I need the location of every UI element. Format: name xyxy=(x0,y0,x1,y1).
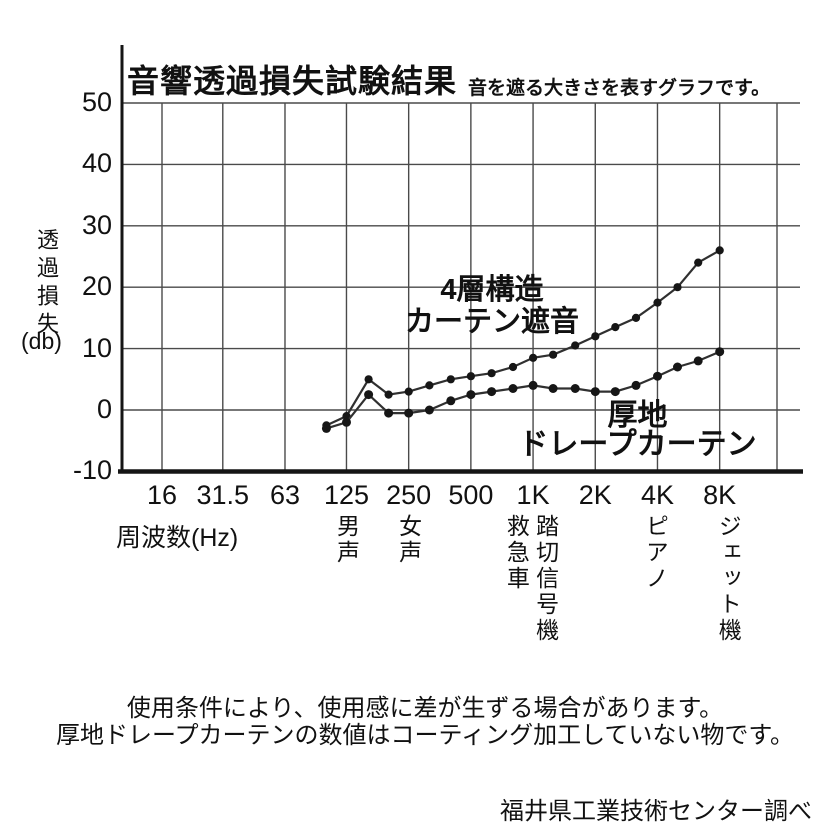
sound-annotation-label: ピアノ xyxy=(642,514,669,592)
footnote-line1: 使用条件により、使用感に差が生ずる場合があります。 xyxy=(126,695,724,722)
data-point-drape xyxy=(715,347,725,357)
footnotes: 使用条件により、使用感に差が生ずる場合があります。 厚地ドレープカーテンの数値は… xyxy=(20,695,830,749)
data-point-four-layer xyxy=(508,362,518,372)
data-point-four-layer xyxy=(529,353,538,362)
y-axis-unit-label: (db) xyxy=(21,328,62,354)
data-point-drape xyxy=(466,390,476,400)
data-point-drape xyxy=(508,384,518,393)
data-point-four-layer xyxy=(364,375,373,384)
series-label-drape-line1: 厚地 xyxy=(607,399,668,432)
y-tick-label: -10 xyxy=(72,455,112,486)
data-point-four-layer xyxy=(549,350,558,359)
data-point-drape xyxy=(548,384,558,393)
data-point-four-layer xyxy=(673,283,682,292)
x-tick-label: 8K xyxy=(703,480,737,510)
chart-subtitle: 音を遮る大きさを表すグラフです。 xyxy=(468,78,771,99)
chart-title: 音響透過損失試験結果 xyxy=(127,63,458,99)
data-point-four-layer xyxy=(384,390,393,399)
sound-annotation-label: ジェット機 xyxy=(715,514,742,644)
data-point-drape xyxy=(570,384,580,393)
data-point-drape xyxy=(653,371,662,381)
data-point-drape xyxy=(610,387,620,397)
data-point-four-layer xyxy=(653,298,662,307)
series-label-drape: 厚地 ドレープカーテン xyxy=(510,399,765,461)
x-tick-label: 63 xyxy=(269,480,300,510)
y-tick-label: 40 xyxy=(81,148,112,179)
x-tick-label: 125 xyxy=(323,480,369,510)
data-point-four-layer xyxy=(425,381,434,390)
x-axis-label: 周波数(Hz) xyxy=(116,524,239,552)
data-point-drape xyxy=(384,408,394,418)
data-point-drape xyxy=(342,417,351,427)
x-tick-label: 16 xyxy=(146,480,178,510)
x-tick-label: 4K xyxy=(640,480,674,510)
data-point-four-layer xyxy=(487,369,496,378)
series-label-drape-line2: ドレープカーテン xyxy=(518,428,757,461)
data-point-drape xyxy=(673,362,682,372)
data-point-drape xyxy=(693,356,703,366)
data-point-four-layer xyxy=(715,246,724,255)
data-point-drape xyxy=(446,396,456,406)
data-point-four-layer xyxy=(404,387,413,396)
sound-annotation-label: 踏切信号機 xyxy=(532,514,559,644)
y-tick-label: 30 xyxy=(81,209,112,240)
data-point-drape xyxy=(364,390,374,400)
data-point-drape xyxy=(528,380,538,390)
sound-annotation-label: 救急車 xyxy=(503,514,530,592)
series-label-four-layer-line2: カーテン遮音 xyxy=(404,306,579,338)
attribution: 福井県工業技術センター調べ xyxy=(500,798,812,825)
x-tick-label: 2K xyxy=(578,480,612,510)
data-point-four-layer xyxy=(631,313,641,322)
data-point-four-layer xyxy=(466,372,475,381)
data-point-four-layer xyxy=(611,323,620,332)
x-tick-label: 1K xyxy=(516,480,550,510)
data-point-drape xyxy=(424,405,434,415)
x-tick-label: 31.5 xyxy=(196,480,250,510)
series-label-four-layer: 4層構造 カーテン遮音 xyxy=(377,274,607,338)
data-point-drape xyxy=(487,387,497,397)
data-point-four-layer xyxy=(694,258,703,267)
y-tick-label: 20 xyxy=(81,271,112,302)
data-point-four-layer xyxy=(591,332,600,341)
y-tick-label: 10 xyxy=(81,332,112,363)
data-point-drape xyxy=(590,387,600,397)
x-tick-label: 500 xyxy=(448,480,494,510)
y-tick-label: 50 xyxy=(81,87,112,117)
series-label-four-layer-line1: 4層構造 xyxy=(440,274,544,306)
y-axis-label: 透過損失 xyxy=(34,228,59,340)
y-tick-label: 0 xyxy=(96,394,112,424)
data-point-drape xyxy=(321,423,331,433)
x-tick-label: 250 xyxy=(386,480,432,510)
sound-annotation-label: 男声 xyxy=(333,514,360,566)
data-point-drape xyxy=(631,380,641,390)
data-point-drape xyxy=(404,408,414,418)
data-point-four-layer xyxy=(571,341,580,350)
sound-annotation-label: 女声 xyxy=(395,514,422,566)
data-point-four-layer xyxy=(446,375,455,384)
footnote-line2: 厚地ドレープカーテンの数値はコーティング加工していない物です。 xyxy=(56,722,794,749)
